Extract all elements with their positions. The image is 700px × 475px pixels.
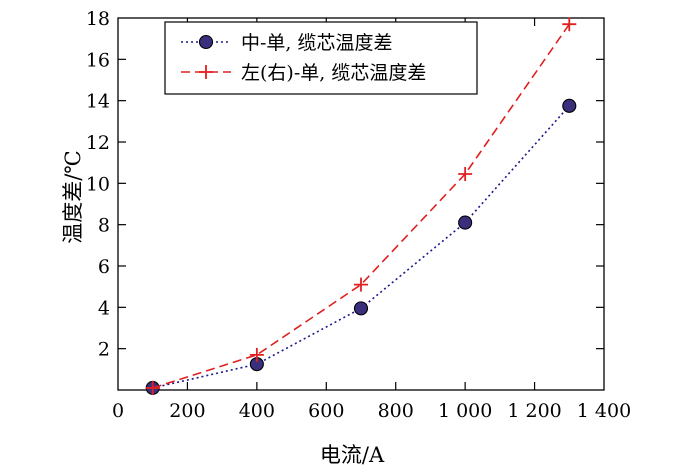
x-axis-label: 电流/A [320, 443, 385, 467]
data-point [353, 301, 369, 316]
data-point [562, 98, 577, 113]
data-point [562, 17, 577, 32]
data-point [458, 167, 473, 182]
data-point [354, 277, 368, 292]
legend-marker [198, 34, 214, 50]
data-point [458, 215, 473, 230]
y-tick-label: 6 [98, 256, 110, 278]
legend-box [164, 21, 478, 95]
plot-frame [117, 17, 605, 391]
y-axis-label: 温度差/℃ [61, 150, 85, 244]
y-tick-label: 12 [86, 132, 110, 154]
y-tick-label: 10 [86, 173, 110, 195]
y-tick-label: 18 [86, 8, 110, 30]
y-tick-label: 14 [86, 91, 110, 113]
series-line [152, 105, 570, 389]
x-tick-label: 1 200 [507, 400, 561, 422]
series-line [152, 23, 570, 389]
y-tick-label: 2 [98, 339, 110, 361]
axes: 0 200 400 600 800 1 000 1 200 1 400 2 4 6 8 10 12 14 16… [86, 8, 631, 422]
x-tick-label: 1 000 [438, 400, 492, 422]
legend-marker [199, 65, 213, 79]
x-tick-label: 200 [169, 400, 205, 422]
y-tick-label: 4 [98, 297, 110, 319]
x-tick-label: 400 [239, 400, 275, 422]
data-point [249, 347, 264, 362]
legend-label: 中-单, 缆芯温度差 [241, 32, 393, 54]
series-1 [145, 98, 577, 395]
x-tick-label: 800 [378, 400, 414, 422]
y-tick-label: 8 [98, 215, 110, 237]
y-tick-label: 16 [86, 49, 110, 71]
legend-label: 左(右)-单, 缆芯温度差 [241, 62, 426, 84]
series-2 [145, 17, 577, 395]
series-layer [145, 17, 577, 395]
x-tick-label: 0 [112, 400, 124, 422]
x-tick-label: 1 400 [577, 400, 631, 422]
data-point [145, 380, 160, 395]
x-tick-label: 600 [308, 400, 344, 422]
